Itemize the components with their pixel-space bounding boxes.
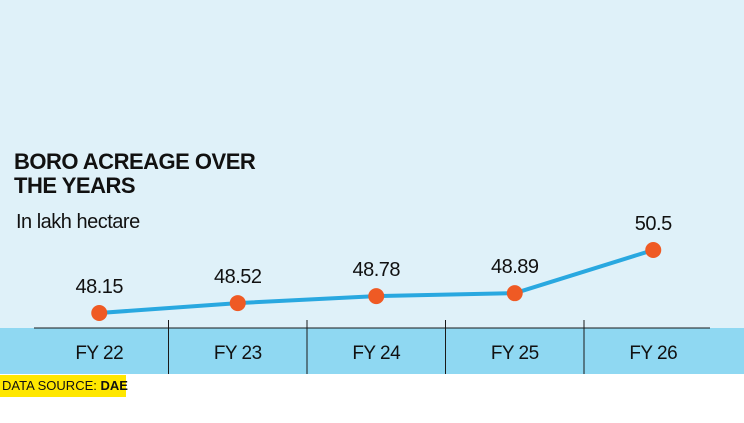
data-label: 48.52 bbox=[214, 266, 262, 288]
chart-title-line-1: BORO ACREAGE OVER bbox=[14, 149, 256, 174]
chart-title-line-2: THE YEARS bbox=[14, 173, 136, 198]
x-tick-label: FY 25 bbox=[491, 343, 539, 364]
chart-title: BORO ACREAGE OVER THE YEARS bbox=[14, 150, 274, 198]
data-markers bbox=[91, 242, 662, 321]
data-point-marker bbox=[368, 288, 385, 305]
data-source-label: DATA SOURCE: bbox=[2, 378, 97, 393]
x-axis-band bbox=[0, 328, 744, 374]
data-label: 48.78 bbox=[352, 259, 400, 281]
data-point-marker bbox=[506, 285, 523, 302]
data-labels: 48.15 48.52 48.78 48.89 50.5 bbox=[75, 213, 672, 298]
data-label: 50.5 bbox=[635, 213, 672, 235]
x-tick-labels: FY 22 FY 23 FY 24 FY 25 FY 26 bbox=[75, 343, 677, 364]
data-source-credit: DATA SOURCE: DAE bbox=[0, 375, 128, 397]
data-label: 48.89 bbox=[491, 256, 539, 278]
data-point-marker bbox=[229, 295, 246, 312]
chart-background bbox=[0, 0, 744, 328]
chart-subtitle: In lakh hectare bbox=[16, 211, 140, 233]
data-label: 48.15 bbox=[75, 276, 123, 298]
x-tick-label: FY 24 bbox=[352, 343, 401, 364]
x-tick-label: FY 22 bbox=[75, 343, 123, 364]
data-source-name: DAE bbox=[100, 378, 128, 393]
x-tick-label: FY 23 bbox=[214, 343, 262, 364]
x-axis-dividers bbox=[168, 320, 585, 374]
data-point-marker bbox=[91, 305, 108, 321]
x-tick-label: FY 26 bbox=[629, 343, 677, 364]
data-point-marker bbox=[645, 242, 662, 258]
